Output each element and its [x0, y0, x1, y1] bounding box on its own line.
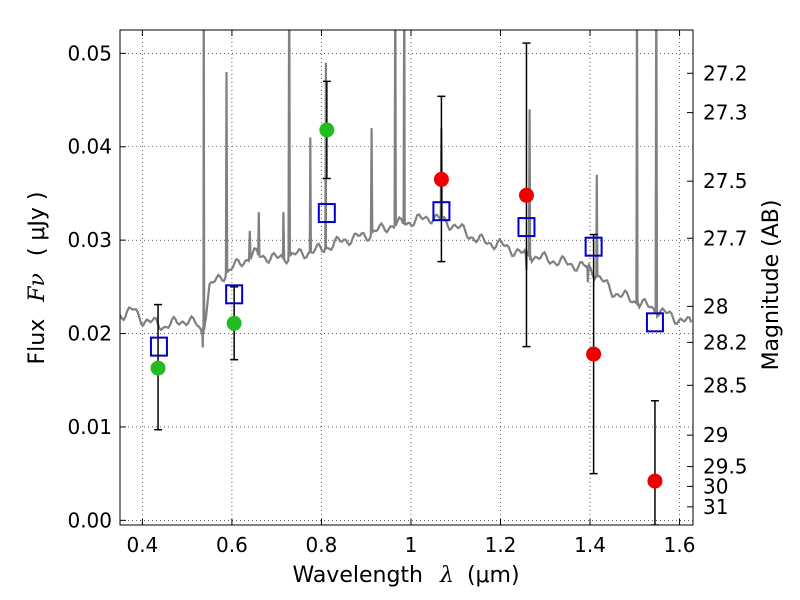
- y-axis-label-text: Flux: [25, 319, 50, 365]
- magnitude-tick-label: 28: [703, 294, 728, 318]
- magnitude-tick-label: 29.5: [703, 455, 748, 479]
- model-square-marker: [645, 312, 664, 333]
- red-data-point: [433, 171, 449, 187]
- model-square-marker: [517, 217, 536, 238]
- y-tick-label: 0.05: [67, 41, 112, 65]
- y-tick-label: 0.04: [67, 135, 112, 159]
- magnitude-tick-label: 27.7: [703, 226, 748, 250]
- plot-frame: [119, 29, 694, 526]
- x-tick-label: 0.6: [216, 533, 248, 557]
- red-data-point: [586, 346, 602, 362]
- green-data-point: [150, 360, 166, 376]
- green-data-point: [226, 315, 242, 331]
- data-markers: [149, 122, 664, 489]
- y-tick-label: 0.02: [67, 322, 112, 346]
- model-square-marker: [432, 201, 451, 222]
- magnitude-tick-label: 28.2: [703, 330, 748, 354]
- x-tick-label: 0.4: [126, 533, 158, 557]
- model-square-marker: [317, 203, 336, 224]
- x-axis-label-text: Wavelength: [292, 563, 423, 588]
- y-axis-label-right: Magnitude (AB): [759, 200, 784, 371]
- y-tick-label: 0.01: [67, 415, 112, 439]
- magnitude-tick-label: 27.3: [703, 101, 748, 125]
- magnitude-tick-label: 29: [703, 423, 728, 447]
- magnitude-tick-label: 30: [703, 474, 728, 498]
- red-data-point: [518, 187, 534, 203]
- magnitude-tick-label: 27.2: [703, 61, 748, 85]
- green-data-point: [319, 122, 335, 138]
- magnitude-tick-label: 27.5: [703, 169, 748, 193]
- grid-lines: [120, 30, 693, 525]
- x-tick-label: 1.6: [664, 533, 696, 557]
- y-tick-label: 0.03: [67, 228, 112, 252]
- y-axis-label-unit: ( μJy ): [25, 191, 50, 256]
- plot-area: [120, 30, 693, 525]
- x-axis-label: Wavelength λ (μm): [292, 563, 519, 588]
- model-square-marker: [584, 236, 603, 257]
- x-tick-label: 1: [405, 533, 418, 557]
- model-square-marker: [149, 336, 168, 357]
- magnitude-tick-label: 31: [703, 495, 728, 519]
- y-axis-label-left: Flux Fν ( μJy ): [25, 191, 50, 364]
- x-axis-label-symbol: λ: [439, 563, 454, 588]
- x-tick-label: 0.8: [306, 533, 338, 557]
- x-tick-label: 1.2: [485, 533, 517, 557]
- magnitude-tick-label: 28.5: [703, 373, 748, 397]
- red-data-point: [647, 473, 663, 489]
- y-axis-ticks: 0.00 0.01 0.02 0.03 0.04 0.05: [67, 41, 126, 532]
- y-axis-label-symbol: Fν: [25, 273, 50, 303]
- model-spectrum-line: [120, 30, 693, 348]
- model-spectrum: [120, 30, 693, 348]
- x-tick-label: 1.4: [574, 533, 606, 557]
- x-axis-ticks: 0.4 0.6 0.8 1 1.2 1.4 1.6: [126, 30, 695, 557]
- model-square-marker: [225, 284, 244, 305]
- y-tick-label: 0.00: [67, 508, 112, 532]
- x-axis-label-unit: (μm): [467, 563, 520, 588]
